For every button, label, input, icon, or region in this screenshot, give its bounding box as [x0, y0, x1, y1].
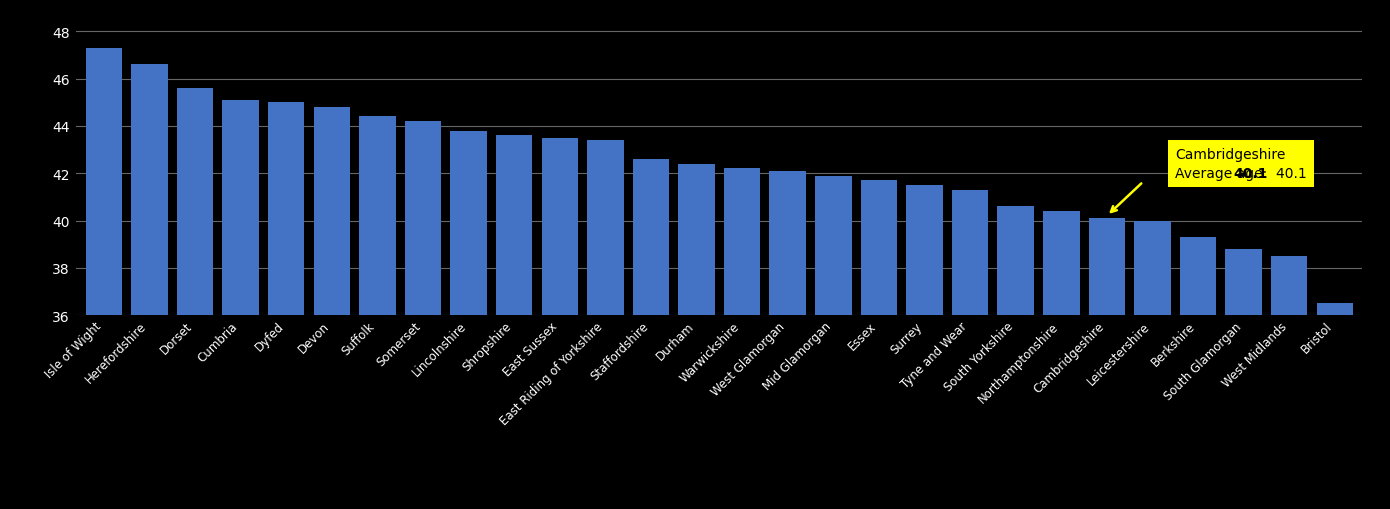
Bar — [724, 169, 760, 509]
Bar — [359, 117, 396, 509]
Bar — [678, 164, 714, 509]
Bar — [222, 101, 259, 509]
Bar — [1180, 238, 1216, 509]
Bar — [1088, 219, 1125, 509]
Bar — [86, 49, 122, 509]
Bar — [268, 103, 304, 509]
Text: Cambridgeshire
Average age:  40.1: Cambridgeshire Average age: 40.1 — [1176, 148, 1307, 181]
Bar — [131, 65, 168, 509]
Bar — [314, 108, 350, 509]
Bar — [1226, 249, 1262, 509]
Bar — [404, 122, 441, 509]
Bar — [632, 160, 669, 509]
Bar — [998, 207, 1034, 509]
Text: 40.1: 40.1 — [1234, 167, 1268, 181]
Bar — [860, 181, 897, 509]
Bar — [906, 186, 942, 509]
Bar — [496, 136, 532, 509]
Bar — [177, 89, 213, 509]
Bar — [450, 131, 486, 509]
Bar — [815, 176, 852, 509]
Bar — [952, 190, 988, 509]
Bar — [1134, 221, 1170, 509]
Bar — [1316, 304, 1352, 509]
Bar — [1042, 212, 1080, 509]
Bar — [1270, 257, 1308, 509]
Bar — [587, 141, 624, 509]
Bar — [770, 172, 806, 509]
Bar — [542, 138, 578, 509]
